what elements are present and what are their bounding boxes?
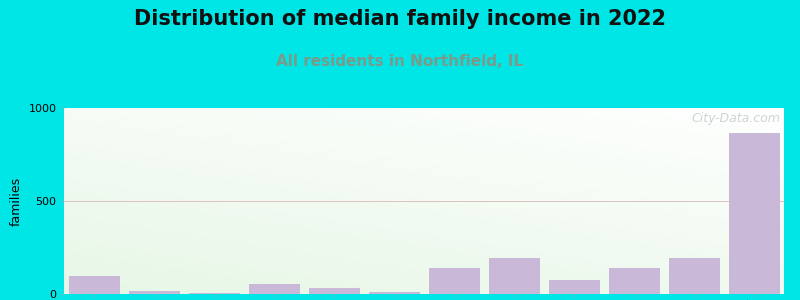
Bar: [309, 288, 359, 294]
Bar: [189, 293, 239, 294]
Bar: [429, 268, 479, 294]
Bar: [549, 280, 599, 294]
Bar: [69, 276, 119, 294]
Bar: [369, 292, 419, 294]
Y-axis label: families: families: [10, 176, 23, 226]
Bar: [609, 268, 659, 294]
Bar: [249, 284, 299, 294]
Bar: [729, 133, 779, 294]
Text: All residents in Northfield, IL: All residents in Northfield, IL: [277, 54, 523, 69]
Bar: [669, 258, 719, 294]
Bar: [129, 291, 179, 294]
Text: Distribution of median family income in 2022: Distribution of median family income in …: [134, 9, 666, 29]
Text: City-Data.com: City-Data.com: [691, 112, 781, 125]
Bar: [489, 258, 539, 294]
